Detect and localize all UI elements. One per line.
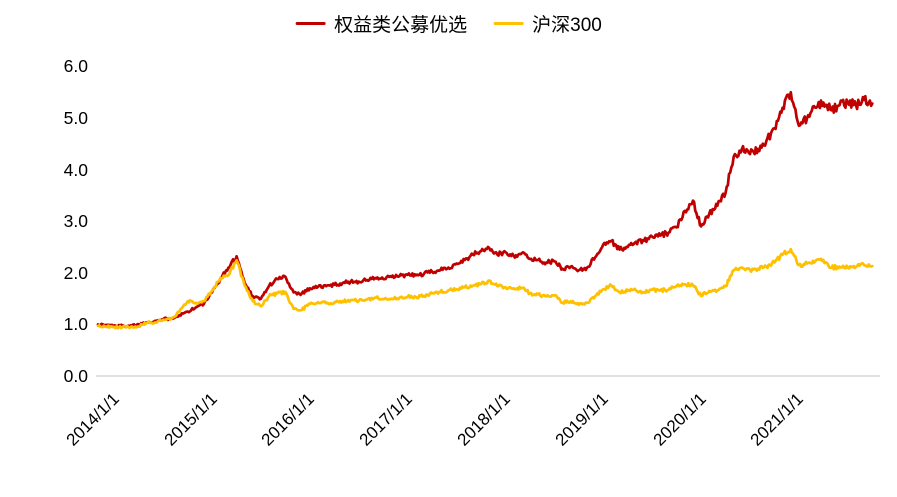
y-tick-label: 3.0 (63, 211, 88, 232)
legend-line-swatch-yellow (493, 21, 524, 26)
legend-label-equity-fund: 权益类公募优选 (334, 15, 468, 36)
series-line-equity-fund (96, 90, 874, 329)
y-tick-label: 1.0 (63, 314, 88, 335)
series-line-csi300 (96, 247, 874, 330)
legend-label-csi300: 沪深300 (532, 15, 602, 36)
y-tick-label: 2.0 (63, 262, 88, 283)
y-tick-label: 4.0 (63, 159, 88, 180)
legend-item-equity-fund: 权益类公募优选 (295, 10, 467, 37)
chart-legend: 权益类公募优选 沪深300 (295, 10, 602, 37)
y-tick-label: 0.0 (63, 366, 88, 386)
y-tick-label: 6.0 (63, 56, 88, 77)
y-tick-label: 5.0 (63, 108, 88, 128)
legend-line-swatch-red (295, 21, 326, 26)
legend-item-csi300: 沪深300 (493, 10, 602, 37)
